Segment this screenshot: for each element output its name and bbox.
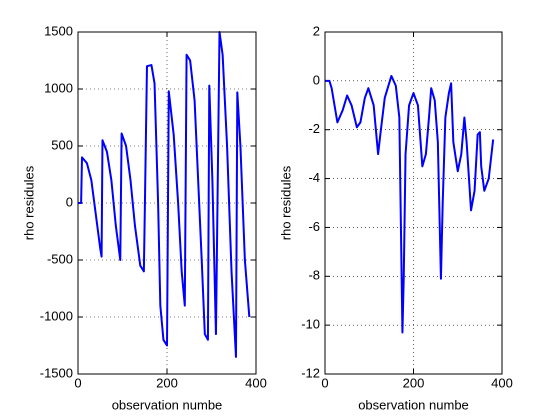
x-tick-label: 200 [156,375,178,390]
x-tick-label: 400 [245,375,267,390]
y-tick-label: 500 [51,137,73,152]
axes-background [325,32,502,374]
y-tick-label: -1000 [40,308,73,323]
x-tick-label: 400 [491,375,513,390]
y-tick-label: 0 [313,72,320,87]
y-tick-label: -500 [47,251,73,266]
y-tick-label: 1000 [44,80,73,95]
x-axis-label: observation numbe [112,397,223,412]
y-tick-label: -8 [308,268,320,283]
y-axis-label: rho residules [278,165,293,240]
data-line [78,31,251,358]
axes-box [77,31,257,375]
y-tick-label: -6 [308,219,320,234]
x-axis-label: observation numbe [358,397,469,412]
y-tick-label: 0 [66,194,73,209]
y-tick-label: 1500 [44,23,73,38]
y-tick-label: -1500 [40,365,73,380]
x-tick-label: 0 [74,375,81,390]
y-axis-label: rho residules [21,165,36,240]
data-line [325,74,495,334]
y-tick-label: -12 [301,365,320,380]
x-tick-label: 200 [403,375,425,390]
y-tick-label: -2 [308,121,320,136]
y-tick-label: 2 [313,23,320,38]
y-tick-label: -4 [308,170,320,185]
y-tick-label: -10 [301,317,320,332]
axes-box [324,31,503,375]
x-tick-label: 0 [321,375,328,390]
